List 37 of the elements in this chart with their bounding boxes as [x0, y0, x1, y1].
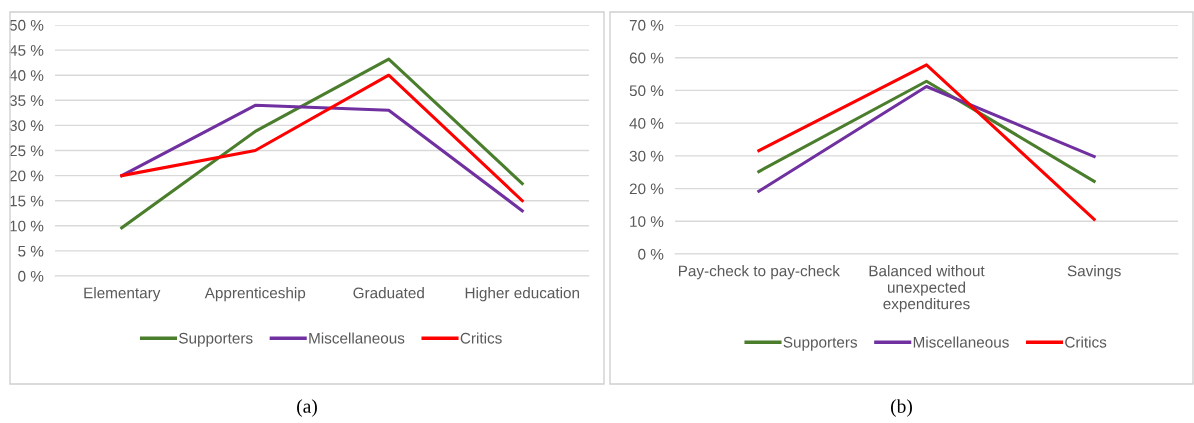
y-tick-label: 60 % [629, 52, 664, 64]
legend-label: Supporters [783, 336, 858, 351]
y-tick-label: 10 % [630, 216, 664, 227]
x-tick-label: Pay-check to pay-check [679, 265, 840, 280]
y-tick-label: 30 % [9, 120, 44, 132]
x-tick-label: Savings [1067, 265, 1121, 280]
y-tick-label: 20 % [9, 170, 44, 182]
legend-label: Miscellaneous [309, 332, 405, 344]
line-series [120, 103, 524, 213]
y-tick-label: 70 % [629, 19, 664, 31]
y-tick-label: 25 % [9, 145, 44, 157]
x-tick-label: Elementary [84, 287, 161, 302]
y-tick-label: 45 % [9, 45, 44, 56]
x-tick-label: Apprenticeship [204, 287, 306, 302]
legend-label: Critics [460, 332, 502, 344]
y-tick-label: 35 % [9, 95, 44, 106]
y-tick-label: 50 % [9, 19, 44, 31]
legend-label: Supporters [179, 332, 253, 347]
text: (b) [891, 399, 912, 417]
y-tick-label: 40 % [629, 118, 664, 129]
y-tick-label: 30 % [629, 150, 664, 162]
line-series [120, 57, 524, 230]
y-tick-label: 5 % [18, 245, 44, 257]
x-tick-label: Graduated [353, 287, 424, 299]
y-tick-label: 15 % [10, 195, 44, 207]
legend-label: Critics [1065, 336, 1107, 348]
x-tick-label: Balanced without unexpected expenditures [869, 265, 985, 313]
y-tick-label: 0 % [638, 248, 664, 260]
x-tick-label: Higher education [465, 287, 580, 302]
y-tick-label: 40 % [9, 70, 44, 81]
line-series [120, 73, 524, 203]
y-tick-label: 10 % [10, 220, 44, 232]
y-tick-label: 50 % [629, 85, 664, 97]
y-tick-label: 0 % [18, 270, 44, 282]
legend-label: Miscellaneous [913, 336, 1009, 348]
y-tick-label: 20 % [629, 183, 664, 195]
text: (a) [297, 399, 317, 417]
